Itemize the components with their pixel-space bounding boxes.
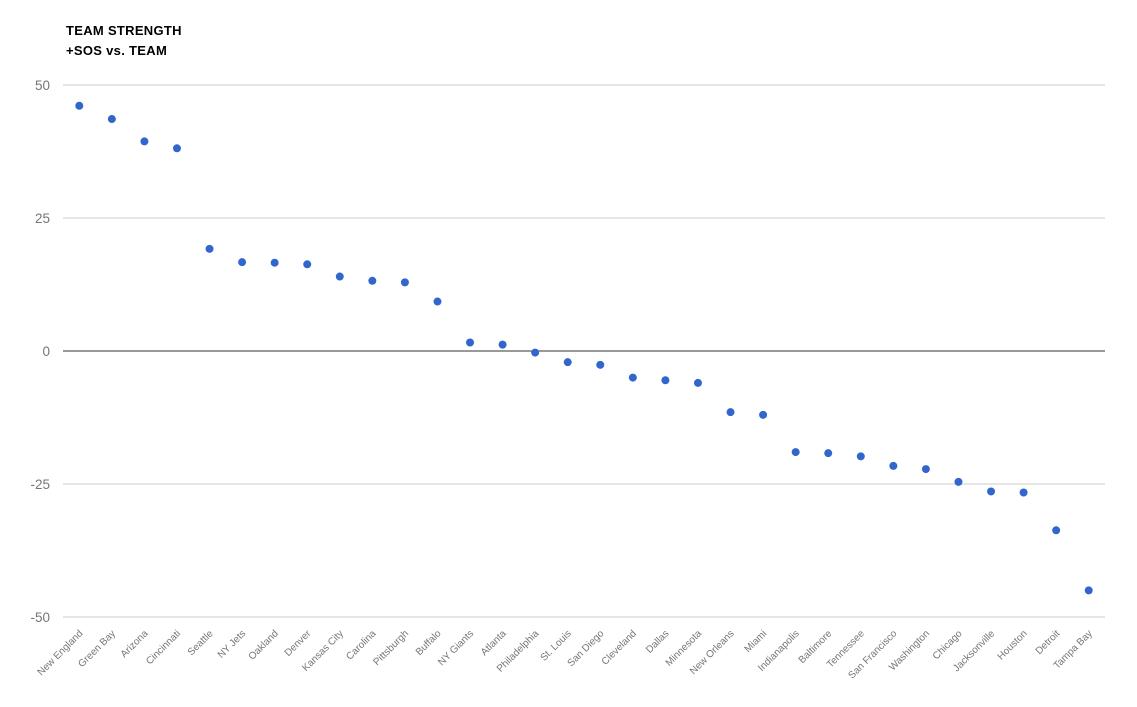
data-point[interactable] xyxy=(335,272,344,281)
data-point[interactable] xyxy=(238,258,247,267)
data-point[interactable] xyxy=(368,276,377,285)
data-point[interactable] xyxy=(987,487,996,496)
y-axis-tick-label: -25 xyxy=(30,477,50,492)
x-axis-category-label: Atlanta xyxy=(479,628,509,658)
data-point[interactable] xyxy=(954,477,963,486)
x-axis-category-label: Pittsburgh xyxy=(371,628,411,668)
x-axis-category-label: Arizona xyxy=(119,628,151,660)
data-point[interactable] xyxy=(498,340,507,349)
chart-title-line1: TEAM STRENGTH xyxy=(66,23,182,38)
data-point[interactable] xyxy=(563,358,572,367)
data-point[interactable] xyxy=(921,465,930,474)
data-point[interactable] xyxy=(759,410,768,419)
data-point[interactable] xyxy=(1019,488,1028,497)
data-point[interactable] xyxy=(856,452,865,461)
x-axis-category-label: Dallas xyxy=(644,628,671,655)
x-axis-category-label: Miami xyxy=(743,628,770,655)
data-point[interactable] xyxy=(628,373,637,382)
data-point[interactable] xyxy=(433,297,442,306)
data-point[interactable] xyxy=(661,376,670,385)
x-axis-category-label: New England xyxy=(36,628,86,678)
y-axis-tick-label: 0 xyxy=(42,344,50,359)
x-axis-category-label: NY Jets xyxy=(216,628,248,660)
data-point[interactable] xyxy=(1052,526,1061,535)
x-axis-category-label: Houston xyxy=(996,628,1030,662)
x-axis-category-label: Seattle xyxy=(186,628,216,658)
data-point[interactable] xyxy=(791,448,800,457)
x-axis-category-label: Oakland xyxy=(247,628,281,662)
data-point[interactable] xyxy=(889,461,898,470)
data-point[interactable] xyxy=(400,278,409,287)
data-point[interactable] xyxy=(205,244,214,253)
x-axis-category-label: Cleveland xyxy=(600,628,639,667)
data-point[interactable] xyxy=(303,260,312,269)
data-point[interactable] xyxy=(75,101,84,110)
data-point[interactable] xyxy=(824,449,833,458)
y-axis-tick-label: 25 xyxy=(35,211,50,226)
data-point[interactable] xyxy=(531,348,540,357)
data-point[interactable] xyxy=(726,408,735,417)
data-point[interactable] xyxy=(140,137,149,146)
chart-title-line2: +SOS vs. TEAM xyxy=(66,43,168,58)
data-point[interactable] xyxy=(466,338,475,347)
data-point[interactable] xyxy=(107,115,116,124)
data-point[interactable] xyxy=(596,360,605,369)
chart-title: TEAM STRENGTH +SOS vs. TEAM xyxy=(66,21,182,61)
x-axis-category-label: Denver xyxy=(283,628,314,659)
x-axis-category-label: Cincinnati xyxy=(144,628,183,667)
data-point[interactable] xyxy=(270,258,279,267)
x-axis-category-label: NY Giants xyxy=(436,628,476,668)
y-axis-tick-label: -50 xyxy=(30,610,50,625)
y-axis-tick-label: 50 xyxy=(35,78,50,93)
data-point[interactable] xyxy=(693,378,702,387)
x-axis-category-label: Detroit xyxy=(1034,628,1063,657)
data-point[interactable] xyxy=(172,144,181,153)
x-axis-category-label: Buffalo xyxy=(414,628,444,658)
data-point[interactable] xyxy=(1084,586,1093,595)
